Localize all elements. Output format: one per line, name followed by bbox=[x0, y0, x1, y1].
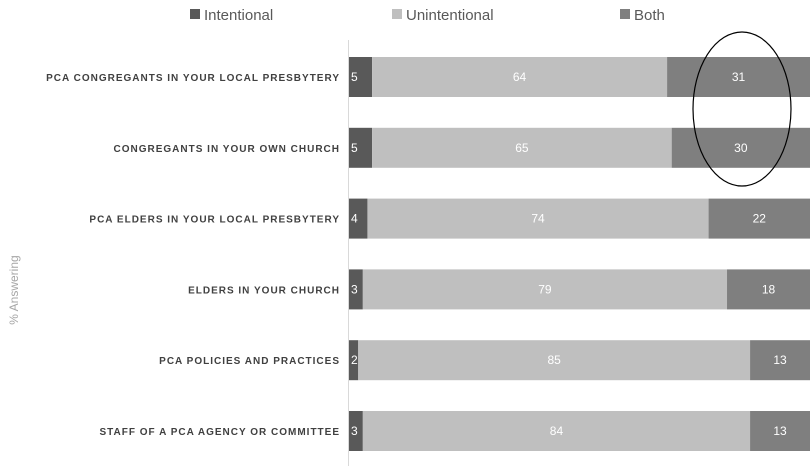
data-label-intentional: 3 bbox=[351, 282, 358, 296]
bar-intentional bbox=[349, 198, 368, 239]
highlight-ellipse bbox=[692, 31, 792, 187]
bar-unintentional bbox=[372, 57, 668, 97]
legend-label-intentional: Intentional bbox=[204, 7, 273, 24]
data-label-both: 31 bbox=[732, 70, 746, 84]
data-labels: 5 64 31 5 65 30 4 74 22 3 79 18 2 85 13 3 84 13 bbox=[351, 70, 787, 438]
bars bbox=[349, 57, 810, 451]
bar-unintentional bbox=[367, 198, 709, 239]
data-label-intentional: 5 bbox=[351, 70, 358, 84]
bar-intentional bbox=[349, 411, 363, 451]
category-labels: PCA CONGREGANTS IN YOUR LOCAL PRESBYTERY… bbox=[46, 73, 340, 438]
bar-both bbox=[671, 127, 810, 168]
category-label: ELDERS IN YOUR CHURCH bbox=[188, 285, 340, 296]
data-label-unintentional: 74 bbox=[531, 212, 545, 226]
data-label-unintentional: 85 bbox=[547, 353, 561, 367]
legend-swatch-intentional bbox=[190, 9, 200, 19]
bar-intentional bbox=[349, 340, 359, 381]
data-label-intentional: 5 bbox=[351, 141, 358, 155]
category-label: STAFF OF A PCA AGENCY OR COMMITTEE bbox=[100, 427, 340, 438]
data-label-unintentional: 79 bbox=[538, 282, 552, 296]
bar-intentional bbox=[349, 127, 373, 168]
legend: Intentional Unintentional Both bbox=[190, 7, 665, 24]
data-label-intentional: 3 bbox=[351, 424, 358, 438]
data-label-unintentional: 84 bbox=[550, 424, 564, 438]
bar-intentional bbox=[349, 57, 373, 97]
category-label: PCA POLICIES AND PRACTICES bbox=[159, 356, 340, 367]
legend-label-both: Both bbox=[634, 7, 665, 24]
bar-intentional bbox=[349, 269, 363, 310]
category-label: CONGREGANTS IN YOUR OWN CHURCH bbox=[114, 144, 340, 155]
bar-unintentional bbox=[372, 127, 672, 168]
bar-unintentional bbox=[362, 269, 728, 310]
data-label-unintentional: 64 bbox=[513, 70, 527, 84]
bar-unintentional bbox=[362, 411, 751, 451]
bar-both bbox=[708, 198, 810, 239]
bar-both bbox=[750, 411, 810, 451]
data-label-both: 30 bbox=[734, 141, 748, 155]
data-label-intentional: 4 bbox=[351, 212, 358, 226]
data-label-both: 18 bbox=[762, 282, 776, 296]
bar-unintentional bbox=[358, 340, 751, 381]
legend-label-unintentional: Unintentional bbox=[406, 7, 494, 24]
data-label-intentional: 2 bbox=[351, 353, 358, 367]
data-label-both: 13 bbox=[773, 424, 787, 438]
data-label-both: 22 bbox=[753, 212, 767, 226]
data-label-unintentional: 65 bbox=[515, 141, 529, 155]
legend-swatch-unintentional bbox=[392, 9, 402, 19]
legend-swatch-both bbox=[620, 9, 630, 19]
y-axis-label: % Answering bbox=[7, 255, 21, 324]
bar-both bbox=[750, 340, 810, 381]
bar-both bbox=[727, 269, 810, 310]
category-label: PCA ELDERS IN YOUR LOCAL PRESBYTERY bbox=[89, 215, 340, 226]
data-label-both: 13 bbox=[773, 353, 787, 367]
category-label: PCA CONGREGANTS IN YOUR LOCAL PRESBYTERY bbox=[46, 73, 340, 84]
